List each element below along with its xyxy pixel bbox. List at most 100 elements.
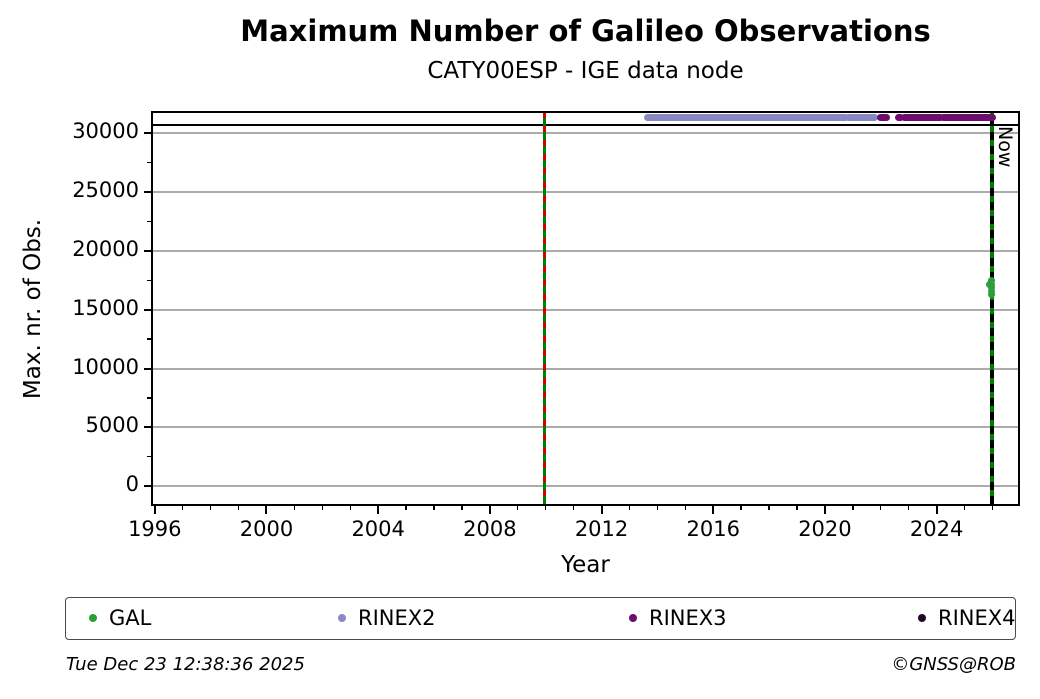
legend-marker-rinex2 bbox=[338, 614, 346, 622]
legend: GAL RINEX2 RINEX3 RINEX4 bbox=[65, 597, 1016, 640]
x-minor-tick bbox=[684, 506, 686, 510]
x-tick-label: 2020 bbox=[798, 517, 852, 541]
x-major-tick bbox=[265, 506, 268, 514]
x-minor-tick bbox=[963, 506, 966, 510]
x-minor-tick bbox=[656, 506, 659, 510]
x-minor-tick bbox=[321, 506, 324, 510]
x-minor-tick bbox=[740, 506, 742, 510]
x-tick-label: 2000 bbox=[239, 517, 294, 541]
now-line bbox=[989, 112, 994, 505]
y-tick-label: 30000 bbox=[72, 119, 139, 144]
series-RINEX3-segment bbox=[877, 113, 890, 121]
x-tick-label: 2012 bbox=[574, 517, 629, 541]
y-tick-label: 15000 bbox=[72, 295, 139, 320]
x-minor-tick bbox=[852, 506, 854, 510]
series-RINEX3-segment bbox=[940, 113, 996, 121]
y-major-tick bbox=[144, 132, 151, 135]
y-gridline bbox=[152, 191, 1019, 193]
legend-marker-rinex3 bbox=[629, 614, 637, 622]
legend-entry-rinex4: RINEX4 bbox=[918, 598, 1016, 638]
x-minor-tick bbox=[628, 506, 631, 510]
timestamp-text: Tue Dec 23 12:38:36 2025 bbox=[66, 654, 305, 675]
y-major-tick bbox=[144, 426, 151, 429]
x-tick-label: 2008 bbox=[463, 517, 517, 541]
x-tick-label: 2016 bbox=[686, 517, 740, 541]
plot-area: 0 5000 10000 15000 20000 25000 30000 1996 2000 20… bbox=[72, 111, 1020, 541]
legend-entry-rinex2: RINEX2 bbox=[338, 598, 436, 638]
y-gridline bbox=[152, 485, 1019, 488]
legend-label: RINEX2 bbox=[358, 606, 436, 630]
y-gridline bbox=[152, 132, 1019, 135]
y-minor-tick bbox=[147, 220, 151, 223]
x-major-tick bbox=[823, 506, 826, 514]
y-major-tick bbox=[144, 485, 151, 488]
legend-label: RINEX4 bbox=[938, 606, 1016, 630]
series-RINEX3-segment bbox=[894, 113, 905, 121]
x-major-tick bbox=[153, 506, 156, 514]
install-date-line bbox=[542, 112, 546, 505]
y-major-tick bbox=[144, 249, 151, 252]
series-GAL-point bbox=[987, 287, 995, 295]
y-minor-tick bbox=[147, 456, 151, 458]
x-minor-tick bbox=[517, 506, 519, 510]
x-minor-tick bbox=[433, 506, 435, 510]
y-major-tick bbox=[144, 367, 151, 370]
y-minor-tick bbox=[147, 338, 151, 340]
series-GAL-point bbox=[988, 280, 996, 288]
x-minor-tick bbox=[796, 506, 798, 510]
series-RINEX3-segment bbox=[901, 113, 945, 121]
y-gridline bbox=[152, 367, 1019, 370]
series-GAL-point bbox=[988, 291, 996, 299]
legend-entry-rinex3: RINEX3 bbox=[629, 598, 727, 638]
legend-marker-gal bbox=[89, 614, 97, 622]
y-tick-label: 5000 bbox=[85, 413, 139, 438]
x-tick-label: 2024 bbox=[909, 517, 964, 541]
chart-subtitle: CATY00ESP - IGE data node bbox=[427, 58, 744, 84]
series-RINEX2-segment bbox=[644, 113, 849, 121]
legend-label: GAL bbox=[109, 606, 152, 630]
y-minor-tick bbox=[147, 279, 151, 281]
legend-marker-rinex4 bbox=[918, 614, 926, 622]
x-major-tick bbox=[712, 506, 715, 514]
series-RINEX2-segment bbox=[845, 113, 879, 121]
y-major-tick bbox=[144, 191, 151, 193]
x-minor-tick bbox=[572, 506, 575, 510]
legend-entry-gal: GAL bbox=[89, 598, 151, 638]
series-GAL-point bbox=[988, 276, 996, 284]
x-minor-tick bbox=[545, 506, 547, 510]
y-gridline bbox=[152, 249, 1019, 252]
y-tick-label: 25000 bbox=[72, 178, 139, 202]
now-label: Now bbox=[993, 126, 1016, 168]
y-gridline bbox=[152, 426, 1019, 429]
y-tick-label: 10000 bbox=[72, 354, 139, 379]
x-minor-tick bbox=[908, 506, 910, 510]
x-minor-tick bbox=[182, 506, 184, 510]
x-minor-tick bbox=[991, 506, 994, 510]
y-tick-label: 0 bbox=[125, 472, 139, 497]
chart-title: Maximum Number of Galileo Observations bbox=[240, 14, 931, 48]
copyright-text: ©GNSS@ROB bbox=[891, 654, 1016, 675]
x-minor-tick bbox=[768, 506, 770, 510]
x-minor-tick bbox=[461, 506, 463, 510]
x-tick-label: 1996 bbox=[128, 517, 182, 541]
x-minor-tick bbox=[209, 506, 212, 510]
y-minor-tick bbox=[147, 161, 151, 164]
y-minor-tick bbox=[147, 397, 151, 399]
x-minor-tick bbox=[237, 506, 240, 510]
x-minor-tick bbox=[880, 506, 882, 510]
x-major-tick bbox=[488, 506, 491, 514]
x-minor-tick bbox=[349, 506, 351, 510]
series-GAL-point bbox=[988, 284, 996, 292]
x-major-tick bbox=[377, 506, 380, 514]
x-tick-label: 2004 bbox=[351, 517, 405, 541]
x-major-tick bbox=[600, 506, 603, 514]
y-gridline bbox=[152, 308, 1019, 311]
y-major-tick bbox=[144, 308, 151, 311]
x-minor-tick bbox=[405, 506, 407, 510]
x-axis-label: Year bbox=[561, 552, 610, 578]
max-obs-reference-line bbox=[152, 123, 1019, 126]
x-minor-tick bbox=[293, 506, 296, 510]
legend-label: RINEX3 bbox=[649, 606, 727, 630]
y-tick-label: 20000 bbox=[72, 236, 139, 261]
